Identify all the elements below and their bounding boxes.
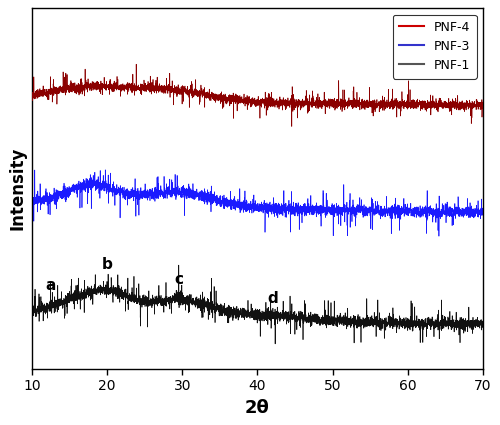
Text: a: a [46,278,56,293]
PNF-3 [480,213,486,218]
PNF-4 [357,102,363,107]
PNF-1 [357,317,363,323]
PNF-4 [288,124,294,129]
Text: b: b [102,257,112,272]
PNF-3 [222,201,228,207]
PNF-1 [176,263,182,268]
PNF-4 [133,62,139,67]
Y-axis label: Intensity: Intensity [8,147,26,230]
PNF-4 [466,105,472,110]
PNF-4 [218,94,224,99]
PNF-1 [218,313,224,318]
PNF-1 [29,309,35,314]
PNF-3 [436,234,442,239]
Text: d: d [267,292,278,306]
X-axis label: 2θ: 2θ [245,399,270,416]
PNF-3 [356,207,362,212]
Line: PNF-1: PNF-1 [32,265,483,344]
PNF-4 [222,91,228,96]
PNF-3 [102,167,108,173]
PNF-3 [466,206,472,211]
PNF-3 [29,200,35,205]
PNF-1 [466,321,472,326]
PNF-1 [480,319,486,324]
Legend: PNF-4, PNF-3, PNF-1: PNF-4, PNF-3, PNF-1 [393,14,476,79]
PNF-1 [444,321,450,326]
PNF-4 [29,92,35,97]
Line: PNF-3: PNF-3 [32,170,483,236]
PNF-4 [480,102,486,108]
Text: c: c [174,272,183,287]
PNF-1 [244,312,250,317]
PNF-4 [444,105,450,110]
PNF-3 [244,198,250,203]
PNF-3 [444,211,450,216]
PNF-1 [272,341,278,346]
PNF-3 [218,201,224,206]
PNF-4 [244,102,250,107]
PNF-1 [222,306,228,311]
Line: PNF-4: PNF-4 [32,64,483,126]
